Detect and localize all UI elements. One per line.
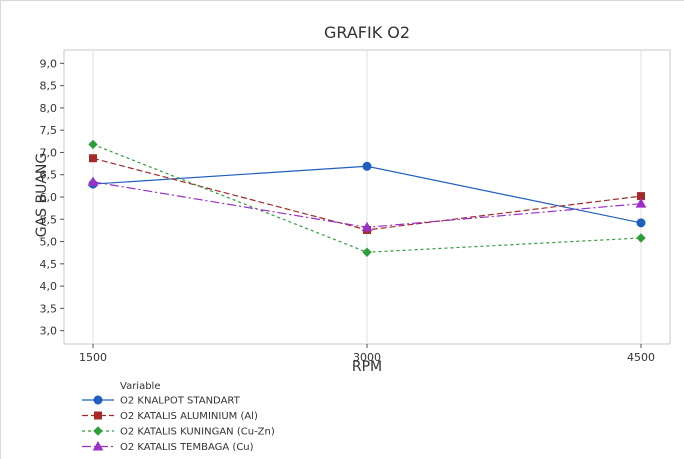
x-tick-label: 1500	[79, 351, 107, 364]
x-tick-label: 4500	[627, 351, 655, 364]
data-point	[636, 218, 646, 228]
series-lines	[87, 139, 647, 257]
y-tick-label: 8,5	[40, 80, 58, 93]
y-tick-label: 6,0	[40, 191, 58, 204]
data-point	[362, 247, 372, 257]
legend-marker	[94, 411, 102, 420]
legend-label: O2 KATALIS ALUMINIUM (Al)	[120, 411, 258, 422]
data-point	[89, 154, 97, 163]
y-tick-label: 7,5	[40, 124, 58, 137]
data-point	[636, 233, 646, 243]
chart-title: GRAFIK O2	[324, 23, 410, 42]
legend-marker	[93, 426, 103, 436]
data-point	[361, 221, 373, 232]
legend-marker	[92, 440, 104, 451]
y-tick-label: 5,0	[40, 236, 58, 249]
legend-label: O2 KATALIS KUNINGAN (Cu-Zn)	[120, 427, 275, 438]
y-tick-label: 6,5	[40, 169, 58, 182]
y-axis-ticks: 3,0 3,5 4,0 4,5 5,0 5,5 6,0 6,5 7,0 7,5 8,0 8,5 9,0	[40, 57, 64, 338]
y-tick-label: 7,0	[40, 146, 58, 159]
legend: Variable O2 KNALPOT STANDART O2 KATALIS A…	[82, 381, 275, 453]
y-tick-label: 5,5	[40, 213, 58, 226]
y-tick-label: 8,0	[40, 102, 58, 115]
legend-title: Variable	[120, 381, 161, 392]
y-tick-label: 3,0	[40, 325, 58, 338]
data-point	[635, 198, 647, 208]
x-axis-label: RPM	[352, 359, 382, 375]
y-tick-label: 9,0	[40, 57, 58, 70]
x-axis-ticks: 1500 3000 4500	[79, 344, 655, 364]
data-point	[88, 139, 98, 150]
x-tick-label: 3000	[353, 351, 381, 364]
data-point	[87, 176, 99, 186]
y-tick-label: 4,0	[40, 280, 58, 293]
legend-marker	[93, 395, 103, 405]
y-axis-label: GAS BUANG	[34, 153, 50, 238]
legend-label: O2 KNALPOT STANDART	[120, 396, 241, 407]
data-point	[362, 161, 372, 171]
y-tick-label: 4,5	[40, 258, 58, 271]
y-tick-label: 3,5	[40, 302, 58, 315]
legend-label: O2 KATALIS TEMBAGA (Cu)	[120, 442, 254, 453]
